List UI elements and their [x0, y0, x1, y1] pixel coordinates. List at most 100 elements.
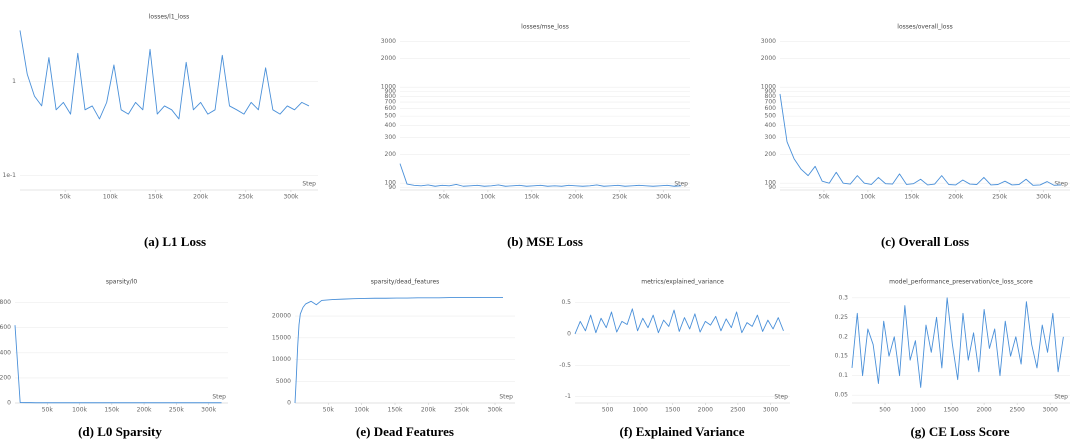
y-tick-label: 800 [385, 93, 397, 100]
y-tick-label: 1000 [381, 84, 396, 91]
x-axis-label: Step [1054, 181, 1068, 188]
y-tick-label: 900 [385, 88, 397, 95]
y-tick-label: 90 [768, 184, 776, 191]
y-tick-label: 2000 [381, 55, 396, 62]
x-tick-label: 50k [818, 194, 830, 201]
y-tick-label: -0.5 [559, 362, 571, 369]
x-tick-label: 1500 [943, 407, 958, 414]
x-axis-label: Step [212, 394, 226, 401]
y-tick-label: 500 [385, 113, 397, 120]
x-tick-label: 200k [137, 407, 152, 414]
x-axis-label: Step [1054, 394, 1068, 401]
x-tick-label: 300k [283, 194, 298, 201]
x-axis-label: Step [302, 181, 316, 188]
data-line [294, 296, 503, 404]
chart-title: metrics/explained_variance [641, 279, 724, 286]
x-axis-label: Step [499, 394, 513, 401]
x-tick-label: 250k [992, 194, 1007, 201]
data-line [574, 308, 784, 335]
y-tick-label: 20000 [272, 313, 291, 320]
y-tick-label: 800 [765, 93, 777, 100]
x-tick-label: 300k [656, 194, 671, 201]
chart-title: losses/mse_loss [521, 24, 569, 31]
y-tick-label: 600 [765, 105, 777, 112]
chart-title: losses/l1_loss [149, 14, 190, 21]
x-tick-label: 150k [388, 407, 403, 414]
x-tick-label: 3000 [1043, 407, 1058, 414]
y-tick-label: 3000 [761, 38, 776, 45]
y-tick-label: 600 [0, 324, 11, 331]
y-tick-label: 200 [765, 151, 777, 158]
x-tick-label: 500 [602, 407, 614, 414]
y-tick-label: 0.1 [838, 372, 848, 379]
y-tick-label: -1 [565, 393, 571, 400]
chart-title: sparsity/l0 [106, 279, 137, 286]
x-tick-label: 2500 [730, 407, 745, 414]
y-tick-label: 0 [567, 330, 571, 337]
x-tick-label: 1000 [633, 407, 648, 414]
x-tick-label: 2500 [1010, 407, 1025, 414]
x-tick-label: 250k [169, 407, 184, 414]
x-tick-label: 150k [904, 194, 919, 201]
x-tick-label: 250k [454, 407, 469, 414]
y-tick-label: 800 [0, 299, 11, 306]
y-tick-label: 400 [765, 122, 777, 129]
x-tick-label: 300k [1036, 194, 1051, 201]
x-tick-label: 100k [103, 194, 118, 201]
y-tick-label: 200 [0, 374, 11, 381]
x-tick-label: 50k [438, 194, 450, 201]
y-tick-label: 0 [287, 400, 291, 407]
chart-title: sparsity/dead_features [371, 279, 440, 286]
x-tick-label: 50k [42, 407, 54, 414]
chart-title: model_performance_preservation/ce_loss_s… [889, 279, 1033, 286]
x-tick-label: 100k [480, 194, 495, 201]
x-tick-label: 150k [524, 194, 539, 201]
y-tick-label: 15000 [272, 334, 291, 341]
x-tick-label: 500 [879, 407, 891, 414]
y-tick-label: 1 [12, 78, 16, 85]
x-tick-label: 250k [612, 194, 627, 201]
x-tick-label: 50k [323, 407, 335, 414]
x-tick-label: 2000 [698, 407, 713, 414]
y-tick-label: 900 [765, 88, 777, 95]
x-tick-label: 150k [148, 194, 163, 201]
y-tick-label: 1e-1 [3, 172, 17, 179]
x-tick-label: 300k [488, 407, 503, 414]
y-tick-label: 10000 [272, 356, 291, 363]
y-tick-label: 90 [388, 184, 396, 191]
y-tick-label: 300 [385, 134, 397, 141]
caption: (b) MSE Loss [507, 234, 583, 249]
y-tick-label: 0.5 [561, 299, 571, 306]
y-tick-label: 0 [7, 400, 11, 407]
y-tick-label: 700 [765, 99, 777, 106]
y-tick-label: 300 [765, 134, 777, 141]
x-tick-label: 200k [193, 194, 208, 201]
caption: (f) Explained Variance [620, 424, 745, 439]
y-tick-label: 1000 [761, 84, 776, 91]
y-tick-label: 0.25 [835, 314, 849, 321]
caption: (d) L0 Sparsity [78, 424, 162, 439]
y-tick-label: 0.05 [835, 392, 849, 399]
data-line [19, 30, 310, 120]
caption: (e) Dead Features [356, 424, 454, 439]
y-tick-label: 500 [765, 113, 777, 120]
x-tick-label: 50k [60, 194, 72, 201]
y-tick-label: 100 [765, 180, 777, 187]
y-tick-label: 600 [385, 105, 397, 112]
caption: (g) CE Loss Score [910, 424, 1009, 439]
data-line [779, 93, 1062, 186]
x-tick-label: 100k [72, 407, 87, 414]
x-tick-label: 100k [354, 407, 369, 414]
x-tick-label: 1000 [910, 407, 925, 414]
y-tick-label: 0.3 [838, 294, 848, 301]
y-tick-label: 0.2 [838, 333, 848, 340]
y-tick-label: 100 [385, 180, 397, 187]
x-tick-label: 200k [568, 194, 583, 201]
caption: (c) Overall Loss [881, 234, 969, 249]
x-tick-label: 300k [201, 407, 216, 414]
x-tick-label: 150k [104, 407, 119, 414]
y-tick-label: 3000 [381, 38, 396, 45]
x-axis-label: Step [674, 181, 688, 188]
data-line [399, 163, 682, 187]
